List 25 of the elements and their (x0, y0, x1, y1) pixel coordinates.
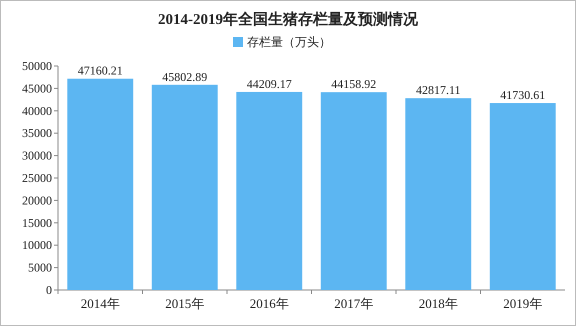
xtick: 2017年 (334, 296, 374, 311)
ytick: 35000 (22, 126, 52, 140)
xtick: 2019年 (503, 296, 542, 311)
xtick: 2015年 (165, 296, 204, 311)
xtick: 2014年 (80, 296, 120, 311)
xtick: 2018年 (418, 296, 458, 311)
ytick: 5000 (28, 260, 52, 275)
data-label: 44209.17 (246, 76, 292, 91)
ytick: 50000 (22, 59, 52, 73)
legend-label: 存栏量（万头） (247, 35, 331, 49)
ytick: 0 (46, 283, 52, 297)
ytick: 45000 (22, 81, 52, 96)
data-label: 41730.61 (500, 88, 546, 102)
data-label: 42817.11 (416, 83, 461, 98)
title: 2014-2019年全国生猪存栏量及预测情况 (158, 12, 418, 28)
ytick: 40000 (22, 104, 52, 118)
data-label: 47160.21 (78, 64, 123, 78)
ytick: 25000 (22, 171, 52, 185)
xtick: 2016年 (250, 296, 289, 311)
ytick: 10000 (22, 238, 52, 252)
data-label: 44158.92 (331, 77, 376, 92)
ytick: 15000 (22, 216, 52, 230)
ytick: 20000 (22, 193, 52, 208)
data-label: 45802.89 (162, 70, 208, 84)
ytick: 30000 (22, 148, 52, 163)
